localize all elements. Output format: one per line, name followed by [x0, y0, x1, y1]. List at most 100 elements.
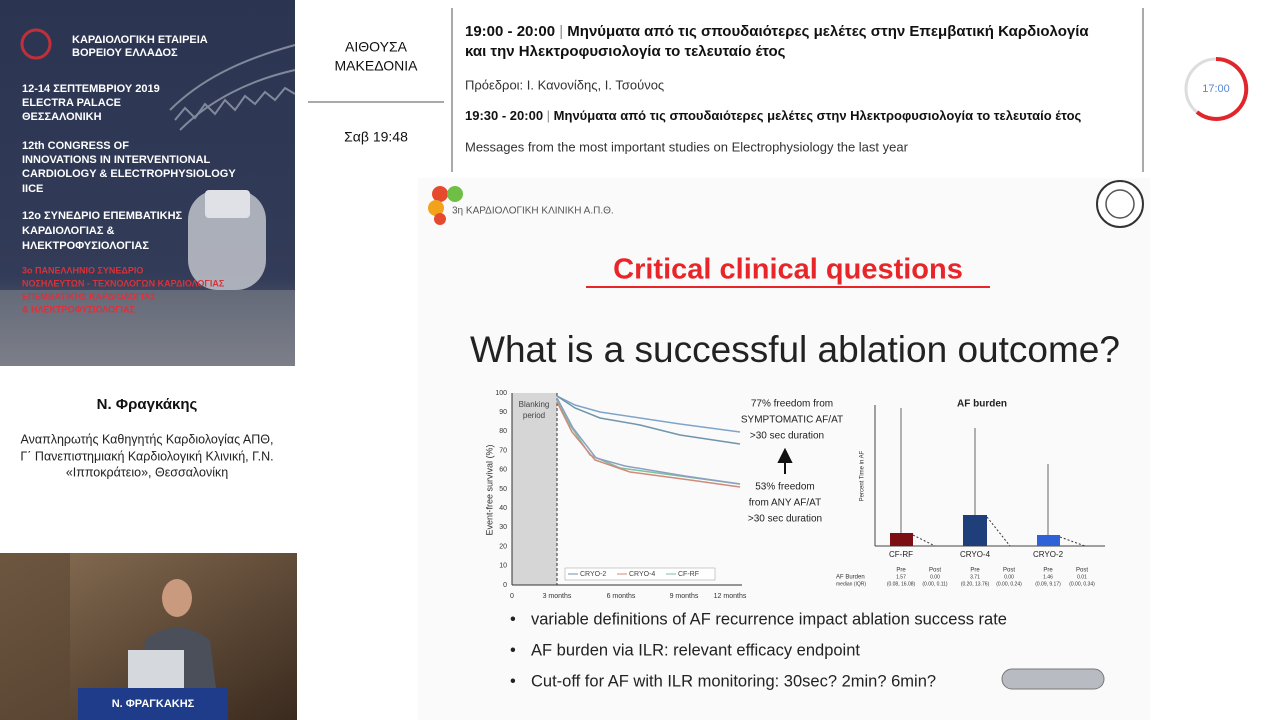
bullet-dot: •: [510, 610, 516, 628]
arrow: [777, 447, 793, 474]
y-tick-label: 10: [499, 563, 507, 570]
burden-value: 0.00: [1004, 574, 1014, 580]
y-axis-label: Event-free survival (%): [484, 444, 494, 535]
column-label: Pre: [970, 568, 980, 574]
banner-text: 12ο ΣΥΝΕΔΡΙΟ ΕΠΕΜΒΑΤΙΚΗΣ: [22, 210, 183, 222]
talk-title-en: Messages from the most important studies…: [465, 139, 909, 154]
annotation: >30 sec duration: [748, 514, 822, 525]
bullet-dot: •: [510, 672, 516, 690]
session-time: 19:00 - 20:00: [465, 23, 555, 40]
hall-name: ΑΙΘΟΥΣΑ: [345, 39, 408, 55]
y-tick-label: 50: [499, 486, 507, 493]
logo-petal: [447, 186, 463, 202]
burden-value: (0.08, 16.08): [887, 581, 916, 587]
banner-text: ΘΕΣΣΑΛΟΝΙΚΗ: [22, 111, 102, 123]
banner-text: ΗΛΕΚΤΡΟΦΥΣΙΟΛΟΓΙΑΣ: [22, 240, 149, 252]
column-label: Pre: [1043, 568, 1053, 574]
y-tick-label: 90: [499, 409, 507, 416]
clock: Σαβ 19:48: [344, 129, 408, 145]
burden-bar: [963, 515, 987, 546]
burden-figure: AF burden Percent Time in AF AF Burden m…: [836, 399, 1105, 587]
banner-text: 12-14 ΣΕΠΤΕΜΒΡΙΟΥ 2019: [22, 83, 160, 95]
university-seal: [1096, 180, 1144, 228]
speaker-name: Ν. Φραγκάκης: [97, 396, 198, 413]
burden-y-label: Percent Time in AF: [860, 450, 866, 501]
annotation: from ANY AF/AT: [749, 498, 821, 509]
speaker-affiliation: Αναπληρωτής Καθηγητής Καρδιολογίας ΑΠΘ,: [20, 432, 273, 446]
laptop: [128, 650, 184, 688]
row-label: median (IQR): [836, 581, 866, 587]
city-photo: [0, 290, 295, 366]
x-tick-label: 12 months: [714, 593, 747, 600]
burden-value: 0.00: [930, 574, 940, 580]
separator: |: [543, 108, 554, 123]
y-tick-label: 40: [499, 505, 507, 512]
column-label: Post: [929, 568, 941, 574]
banner-text: ΒΟΡΕΙΟΥ ΕΛΛΑΔΟΣ: [72, 47, 178, 59]
banner-text: IICE: [22, 183, 43, 195]
survival-figure: Blanking period Event-free survival (%) …: [484, 390, 843, 600]
burden-bar: [890, 533, 913, 546]
speaker-affiliation: Γ΄ Πανεπιστημιακή Καρδιολογική Κλινική, …: [20, 449, 273, 463]
talk-title: Μηνύματα από τις σπουδαιότερες μελέτες σ…: [554, 108, 1082, 123]
pacemaker-head: [205, 190, 250, 218]
logo-petal: [434, 213, 446, 225]
banner-red-text: & ΗΛΕΚΤΡΟΦΥΣΙΟΛΟΓΙΑΣ: [22, 304, 135, 314]
annotation: 53% freedom: [755, 482, 814, 493]
annotation: >30 sec duration: [750, 431, 824, 442]
burden-title: AF burden: [957, 399, 1007, 410]
logo-petal: [428, 200, 444, 216]
burden-value: 1.57: [896, 574, 906, 580]
session-title: και την Ηλεκτροφυσιολογία το τελευταίο έ…: [465, 43, 786, 60]
banner-text: ΚΑΡΔΙΟΛΟΓΙΚΗ ΕΤΑΙΡΕΙΑ: [72, 34, 208, 46]
column-label: Pre: [896, 568, 906, 574]
y-tick-label: 70: [499, 447, 507, 454]
speaker-affiliation: «Ιπποκράτειο», Θεσσαλονίκη: [66, 465, 228, 479]
banner-text: CARDIOLOGY & ELECTROPHYSIOLOGY: [22, 168, 236, 180]
y-tick-label: 80: [499, 428, 507, 435]
burden-value: 1.46: [1043, 574, 1053, 580]
banner-text: INNOVATIONS IN INTERVENTIONAL: [22, 154, 211, 166]
banner-text: ΚΑΡΔΙΟΛΟΓΙΑΣ &: [22, 225, 114, 237]
banner-red-text: ΝΟΣΗΛΕΥΤΩΝ - ΤΕΧΝΟΛΟΓΩΝ ΚΑΡΔΙΟΛΟΓΙΑΣ: [22, 278, 225, 288]
burden-value: 3.71: [970, 574, 980, 580]
burden-value: (0.00, 0.24): [996, 581, 1022, 587]
slide-question: What is a successful ablation outcome?: [470, 329, 1120, 370]
group-label: CRYO-2: [1033, 550, 1064, 559]
survival-curve: [556, 397, 741, 485]
x-tick-label: 6 months: [607, 593, 636, 600]
bullet: AF burden via ILR: relevant efficacy end…: [531, 641, 860, 659]
x-tick-label: 3 months: [543, 593, 572, 600]
y-tick-label: 30: [499, 524, 507, 531]
x-tick-label: 0: [510, 593, 514, 600]
blanking-label: Blanking: [519, 400, 550, 409]
society-logo: [20, 28, 52, 60]
separator: |: [555, 23, 567, 40]
annotation: 77% freedom from: [751, 399, 833, 410]
talk-heading: 19:30 - 20:00 | Μηνύματα από τις σπουδαι…: [465, 108, 1082, 123]
legend-label: CRYO-4: [629, 571, 655, 578]
session-title: Μηνύματα από τις σπουδαιότερες μελέτες σ…: [567, 23, 1089, 40]
row-label: AF Burden: [836, 575, 865, 581]
slide-title: Critical clinical questions: [613, 254, 963, 286]
banner-text: ELECTRA PALACE: [22, 97, 121, 109]
banner-red-text: 3ο ΠΑΝΕΛΛΗΝΙΟ ΣΥΝΕΔΡΙΟ: [22, 265, 143, 275]
x-tick-label: 9 months: [670, 593, 699, 600]
clinic-logo: [428, 186, 463, 225]
ilr-device: [1001, 668, 1105, 690]
burden-value: (0.09, 9.17): [1035, 581, 1061, 587]
survival-curve: [556, 395, 741, 433]
video-curtain: [0, 553, 70, 720]
y-tick-label: 0: [503, 582, 507, 589]
speaker-head: [162, 579, 192, 617]
group-label: CF-RF: [889, 550, 913, 559]
trend-line: [912, 516, 1086, 547]
burden-bar: [1037, 535, 1060, 546]
podium: [78, 688, 228, 720]
survival-curve: [556, 401, 741, 488]
group-label: CRYO-4: [960, 550, 991, 559]
podium-label: Ν. ΦΡΑΓΚΑΚΗΣ: [112, 698, 195, 710]
column-label: Post: [1076, 568, 1088, 574]
